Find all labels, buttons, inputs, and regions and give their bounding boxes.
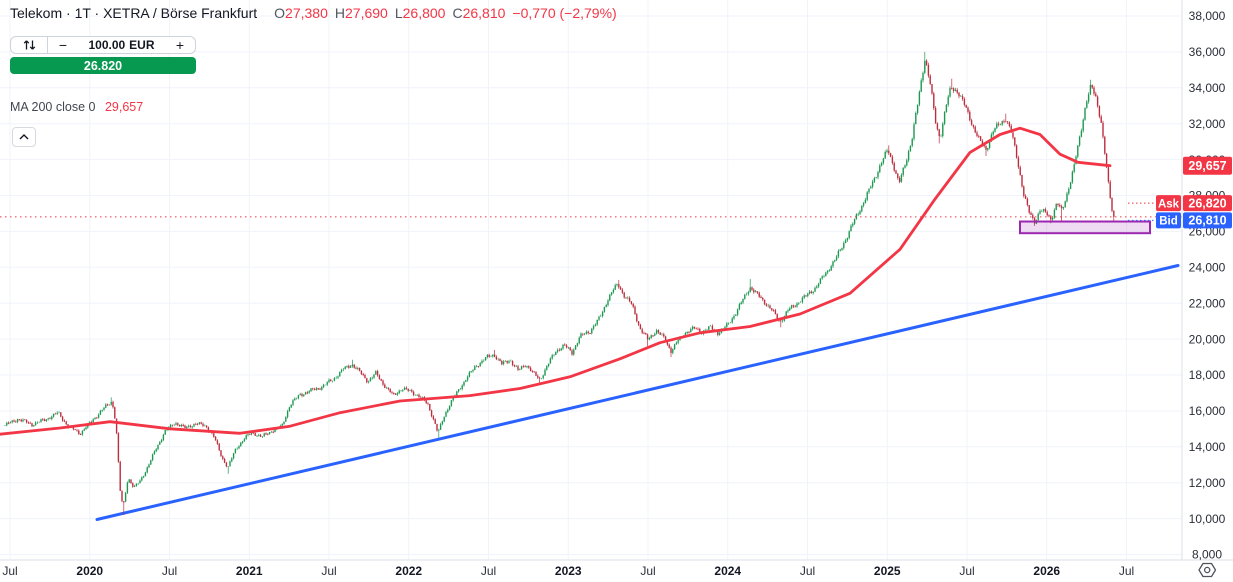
ma-indicator-label[interactable]: MA 200 close 0 [10,100,96,114]
ask-price-badge [1183,195,1232,212]
indicator-legend: MA 200 close 0 29,657 [10,100,143,114]
panel-divider [47,37,48,53]
high-label: H [334,5,345,21]
time-tick-label: Jul [481,564,496,578]
symbol-title[interactable]: Telekom · 1T · XETRA / Börse Frankfurt [10,5,258,21]
price-tick-label: 16,000 [1189,404,1226,418]
time-tick-label: 2025 [874,564,901,578]
down-candle-bodies [7,60,1115,503]
price-tick-label: 8,000 [1192,548,1222,562]
price-tick-label: 22,000 [1189,296,1226,310]
ma-indicator-value: 29,657 [104,100,144,114]
price-tick-label: 24,000 [1189,261,1226,275]
chevron-up-icon [19,134,29,140]
price-tick-label: 12,000 [1189,476,1226,490]
collapse-toolbar-button[interactable] [12,127,36,147]
time-scale-axis[interactable] [0,560,1233,582]
time-tick-label: 2023 [555,564,582,578]
price-tick-label: 34,000 [1189,81,1226,95]
price-tick-label: 14,000 [1189,440,1226,454]
order-quantity-panel: − 100.00 EUR + [10,36,196,54]
price-tick-label: 18,000 [1189,368,1226,382]
quantity-currency: EUR [129,38,155,52]
ma200-line[interactable] [0,126,1112,436]
ma-value-badge [1183,156,1232,175]
time-tick-label: 2021 [236,564,263,578]
time-tick-label: Jul [2,564,17,578]
quantity-decrease-button[interactable]: − [58,37,68,53]
open-value: 27,380 [285,5,328,21]
quantity-value: 100.00 [88,38,126,52]
price-tick-label: 10,000 [1189,512,1226,526]
price-scale-axis[interactable] [1182,0,1233,560]
time-tick-label: 2026 [1033,564,1060,578]
price-tick-label: 36,000 [1189,45,1226,59]
bid-label-badge [1156,212,1181,229]
time-tick-label: 2022 [395,564,422,578]
settings-hexagon-icon[interactable] [1198,562,1217,578]
ask-label-badge-text: Ask [1158,198,1180,210]
swap-vertical-icon[interactable] [11,37,47,53]
time-tick-label: Jul [640,564,655,578]
time-tick-label: Jul [162,564,177,578]
bid-label-badge-text: Bid [1159,216,1178,228]
bid-price-badge-text: 26,810 [1188,214,1226,228]
ask-price-badge-text: 26,820 [1188,196,1226,210]
quantity-field[interactable]: 100.00 EUR [78,38,165,52]
ma-value-badge-text: 29,657 [1188,159,1226,173]
close-label: C [452,5,463,21]
trend-line[interactable] [95,264,1180,521]
open-label: O [274,5,286,21]
sell-price-button[interactable]: 26.820 [10,57,196,74]
time-tick-label: Jul [1119,564,1134,578]
low-value: 26,800 [402,5,446,21]
low-label: L [394,5,403,21]
ask-label-badge [1156,195,1181,212]
high-value: 27,690 [345,5,388,21]
close-value: 26,810 [462,5,506,21]
up-candle-bodies [4,60,1092,502]
time-tick-label: 2024 [714,564,741,578]
time-tick-label: Jul [800,564,815,578]
symbol-header: Telekom · 1T · XETRA / Börse Frankfurt O2… [10,5,617,21]
price-tick-label: 32,000 [1189,117,1226,131]
time-tick-label: 2020 [76,564,103,578]
price-tick-label: 20,000 [1189,332,1226,346]
time-tick-label: Jul [321,564,336,578]
time-tick-label: Jul [959,564,974,578]
up-candle-wicks [6,51,1091,503]
quantity-increase-button[interactable]: + [175,37,185,53]
change-value: −0,770 (−2,79%) [512,5,617,21]
price-tick-label: 38,000 [1189,9,1226,23]
bid-price-badge [1183,212,1232,229]
support-zone-box[interactable] [1019,220,1151,235]
